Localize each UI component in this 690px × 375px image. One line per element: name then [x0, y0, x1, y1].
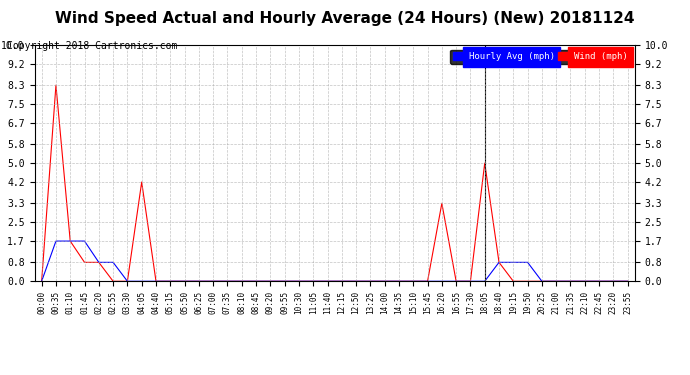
Hourly Avg (mph) [352, 279, 360, 284]
Legend: Hourly Avg (mph), Wind (mph): Hourly Avg (mph), Wind (mph) [450, 50, 630, 64]
Hourly Avg (mph) [437, 279, 446, 284]
Wind (mph) [395, 279, 403, 284]
Wind (mph) [266, 279, 275, 284]
Hourly Avg (mph) [381, 279, 389, 284]
Hourly Avg (mph) [66, 239, 75, 243]
Wind (mph) [166, 279, 175, 284]
Wind (mph) [66, 239, 75, 243]
Hourly Avg (mph) [337, 279, 346, 284]
Hourly Avg (mph) [452, 279, 460, 284]
Wind (mph) [524, 279, 532, 284]
Hourly Avg (mph) [224, 279, 232, 284]
Hourly Avg (mph) [366, 279, 375, 284]
Wind (mph) [538, 279, 546, 284]
Hourly Avg (mph) [324, 279, 332, 284]
Line: Wind (mph): Wind (mph) [41, 85, 628, 281]
Wind (mph) [566, 279, 575, 284]
Wind (mph) [195, 279, 203, 284]
Hourly Avg (mph) [52, 239, 60, 243]
Wind (mph) [552, 279, 560, 284]
Wind (mph) [609, 279, 618, 284]
Wind (mph) [181, 279, 189, 284]
Hourly Avg (mph) [538, 279, 546, 284]
Text: Wind Speed Actual and Hourly Average (24 Hours) (New) 20181124: Wind Speed Actual and Hourly Average (24… [55, 11, 635, 26]
Wind (mph) [137, 180, 146, 184]
Hourly Avg (mph) [209, 279, 217, 284]
Hourly Avg (mph) [95, 260, 103, 265]
Hourly Avg (mph) [80, 239, 88, 243]
Wind (mph) [295, 279, 303, 284]
Wind (mph) [52, 83, 60, 87]
Hourly Avg (mph) [252, 279, 260, 284]
Hourly Avg (mph) [137, 279, 146, 284]
Hourly Avg (mph) [609, 279, 618, 284]
Hourly Avg (mph) [124, 279, 132, 284]
Wind (mph) [595, 279, 603, 284]
Hourly Avg (mph) [152, 279, 160, 284]
Hourly Avg (mph) [480, 279, 489, 284]
Hourly Avg (mph) [566, 279, 575, 284]
Wind (mph) [452, 279, 460, 284]
Hourly Avg (mph) [37, 279, 46, 284]
Line: Hourly Avg (mph): Hourly Avg (mph) [41, 241, 628, 281]
Hourly Avg (mph) [309, 279, 317, 284]
Hourly Avg (mph) [495, 260, 503, 265]
Wind (mph) [109, 279, 117, 284]
Wind (mph) [95, 260, 103, 265]
Hourly Avg (mph) [280, 279, 288, 284]
Text: Copyright 2018 Cartronics.com: Copyright 2018 Cartronics.com [7, 41, 177, 51]
Hourly Avg (mph) [266, 279, 275, 284]
Wind (mph) [366, 279, 375, 284]
Hourly Avg (mph) [409, 279, 417, 284]
Hourly Avg (mph) [166, 279, 175, 284]
Hourly Avg (mph) [395, 279, 403, 284]
Wind (mph) [237, 279, 246, 284]
Wind (mph) [224, 279, 232, 284]
Hourly Avg (mph) [581, 279, 589, 284]
Wind (mph) [509, 279, 518, 284]
Wind (mph) [209, 279, 217, 284]
Wind (mph) [80, 260, 88, 265]
Wind (mph) [324, 279, 332, 284]
Hourly Avg (mph) [195, 279, 203, 284]
Hourly Avg (mph) [552, 279, 560, 284]
Hourly Avg (mph) [466, 279, 475, 284]
Hourly Avg (mph) [109, 260, 117, 265]
Wind (mph) [624, 279, 632, 284]
Hourly Avg (mph) [295, 279, 303, 284]
Wind (mph) [352, 279, 360, 284]
Wind (mph) [152, 279, 160, 284]
Wind (mph) [466, 279, 475, 284]
Hourly Avg (mph) [424, 279, 432, 284]
Hourly Avg (mph) [509, 260, 518, 265]
Wind (mph) [409, 279, 417, 284]
Wind (mph) [437, 201, 446, 206]
Wind (mph) [280, 279, 288, 284]
Wind (mph) [337, 279, 346, 284]
Wind (mph) [581, 279, 589, 284]
Hourly Avg (mph) [181, 279, 189, 284]
Hourly Avg (mph) [237, 279, 246, 284]
Wind (mph) [124, 279, 132, 284]
Wind (mph) [495, 260, 503, 265]
Hourly Avg (mph) [624, 279, 632, 284]
Wind (mph) [480, 161, 489, 165]
Wind (mph) [381, 279, 389, 284]
Wind (mph) [37, 279, 46, 284]
Wind (mph) [424, 279, 432, 284]
Wind (mph) [252, 279, 260, 284]
Hourly Avg (mph) [524, 260, 532, 265]
Wind (mph) [309, 279, 317, 284]
Hourly Avg (mph) [595, 279, 603, 284]
